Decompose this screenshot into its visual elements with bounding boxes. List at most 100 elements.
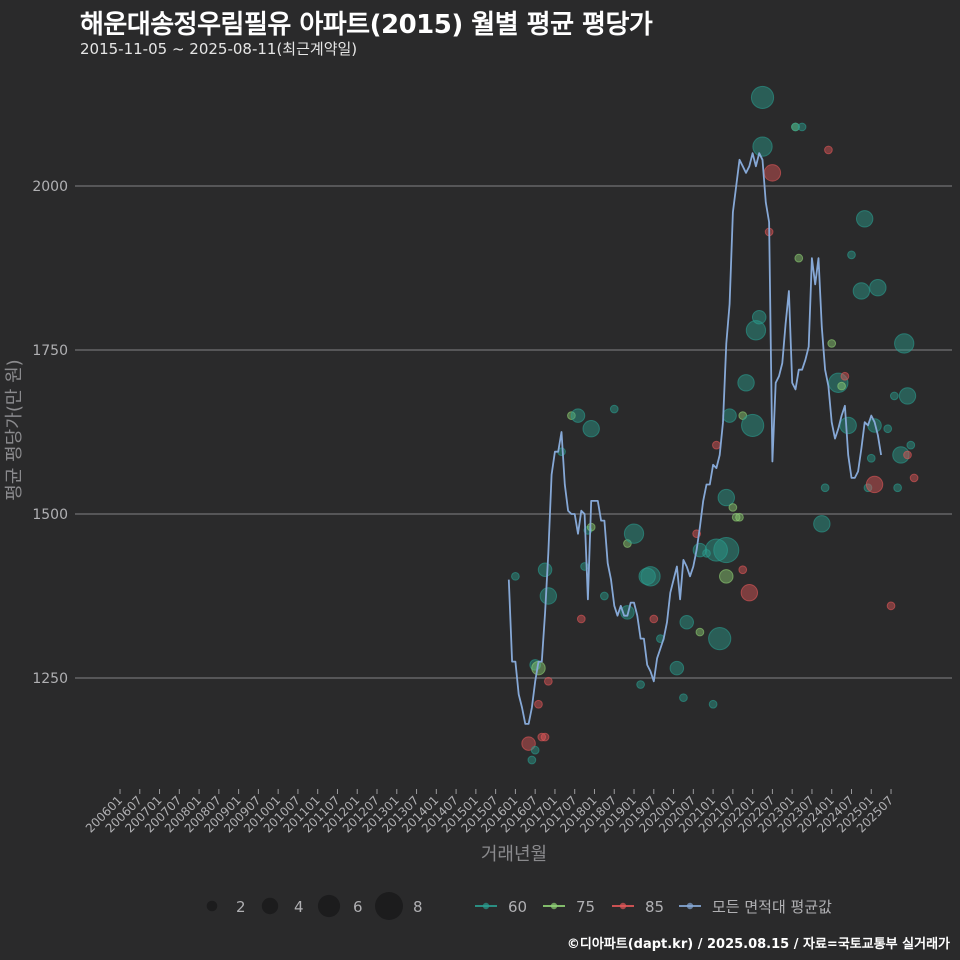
data-point-s60 <box>722 408 737 423</box>
grid-layer <box>75 185 952 679</box>
legend-label-s75: 75 <box>576 898 595 916</box>
data-point-s85 <box>537 732 547 742</box>
legend-dot-avg <box>686 902 694 910</box>
legend: 2 4 6 8 60 75 85 모든 면적대 평균값 <box>206 892 832 920</box>
scatter-points <box>511 85 919 765</box>
data-point-s60 <box>797 122 807 132</box>
data-point-s60 <box>704 538 728 562</box>
data-point-s60 <box>750 85 775 110</box>
data-point-s85 <box>540 732 550 742</box>
data-point-s85 <box>824 145 833 155</box>
data-point-s60 <box>530 745 540 755</box>
data-point-s60 <box>702 549 711 558</box>
data-point-s60 <box>751 309 767 325</box>
data-point-s60 <box>745 320 767 341</box>
legend-dot-s85 <box>619 902 627 910</box>
data-point-s60 <box>893 483 902 493</box>
legend-size-label: 8 <box>413 898 423 916</box>
data-point-s85 <box>738 565 748 575</box>
data-point-s60 <box>570 408 586 423</box>
legend-label-avg: 모든 면적대 평균값 <box>712 898 832 916</box>
data-point-s60 <box>640 566 661 587</box>
data-point-s60 <box>582 420 600 438</box>
data-point-s85 <box>903 450 912 460</box>
data-point-s60 <box>852 282 871 300</box>
legend-size-4 <box>261 897 279 915</box>
data-point-s60 <box>638 567 656 586</box>
data-point-s85 <box>534 699 543 709</box>
y-tick-label: 1750 <box>32 343 68 359</box>
data-point-s60 <box>813 515 831 533</box>
data-point-s60 <box>855 210 874 228</box>
legend-dot-s75 <box>550 902 558 910</box>
data-point-s60 <box>892 446 910 464</box>
data-point-s75 <box>735 512 744 522</box>
data-point-s60 <box>717 488 735 507</box>
data-point-s75 <box>728 503 738 512</box>
legend-size-label: 6 <box>353 898 363 916</box>
data-point-s60 <box>737 374 755 392</box>
data-point-s85 <box>712 440 721 450</box>
data-point-s75 <box>719 569 734 584</box>
data-point-s60 <box>828 372 849 393</box>
data-point-s60 <box>669 660 685 676</box>
data-point-s85 <box>649 614 659 624</box>
data-point-s85 <box>886 601 896 611</box>
y-axis-ticks: 1250 1500 1750 2000 <box>32 179 68 687</box>
legend-size-8 <box>375 892 403 920</box>
data-point-s75 <box>695 627 705 637</box>
data-point-s60 <box>883 424 893 434</box>
y-tick-label: 1250 <box>32 671 68 687</box>
chart-title: 해운대송정우림필유 아파트(2015) 월별 평균 평당가 <box>80 10 653 40</box>
data-point-s60 <box>820 483 830 493</box>
data-point-s60 <box>600 591 609 601</box>
legend-size-2 <box>206 900 218 912</box>
data-point-s85 <box>865 475 884 494</box>
data-point-s85 <box>544 676 553 686</box>
data-point-s60 <box>708 699 718 709</box>
legend-label-s60: 60 <box>508 898 527 916</box>
data-point-s85 <box>521 736 536 751</box>
data-point-s60 <box>623 523 645 544</box>
legend-size-6 <box>317 894 341 918</box>
average-line-layer <box>507 152 882 725</box>
data-point-s60 <box>537 562 553 578</box>
data-point-s60 <box>511 571 520 581</box>
data-point-s60 <box>898 387 917 405</box>
data-point-s75 <box>794 253 804 263</box>
data-point-s60 <box>636 680 645 689</box>
data-point-s85 <box>909 473 919 483</box>
chart-subtitle: 2015-11-05 ~ 2025-08-11(최근계약일) <box>80 40 358 58</box>
data-point-s60 <box>708 627 732 651</box>
source-caption: ©디아파트(dapt.kr) / 2025.08.15 / 자료=국토교통부 실… <box>566 937 950 952</box>
legend-size-label: 4 <box>294 898 304 916</box>
data-point-s60 <box>791 122 800 132</box>
data-point-s60 <box>839 416 857 435</box>
data-point-s60 <box>894 333 915 354</box>
data-point-s60 <box>679 693 688 703</box>
data-point-s60 <box>889 391 899 401</box>
data-point-s75 <box>827 339 837 348</box>
data-point-s85 <box>576 614 586 624</box>
data-point-s60 <box>679 614 694 630</box>
data-point-s60 <box>539 587 558 605</box>
x-axis-label: 거래년월 <box>481 844 547 865</box>
data-point-s60 <box>869 278 887 297</box>
average-price-line <box>507 152 882 725</box>
data-point-s60 <box>866 453 876 463</box>
data-point-s60 <box>609 404 619 414</box>
data-point-s75 <box>731 512 741 522</box>
data-point-s85 <box>763 164 782 182</box>
data-point-s60 <box>741 413 765 438</box>
y-tick-label: 1500 <box>32 507 68 523</box>
legend-size-label: 2 <box>236 898 246 916</box>
data-point-s60 <box>906 440 916 450</box>
data-point-s85 <box>840 371 850 381</box>
data-point-s85 <box>740 584 759 602</box>
y-tick-label: 2000 <box>32 179 68 195</box>
y-axis-label: 평균 평당가(만 원) <box>4 359 25 500</box>
data-point-s60 <box>527 755 537 765</box>
data-point-s60 <box>713 537 740 564</box>
